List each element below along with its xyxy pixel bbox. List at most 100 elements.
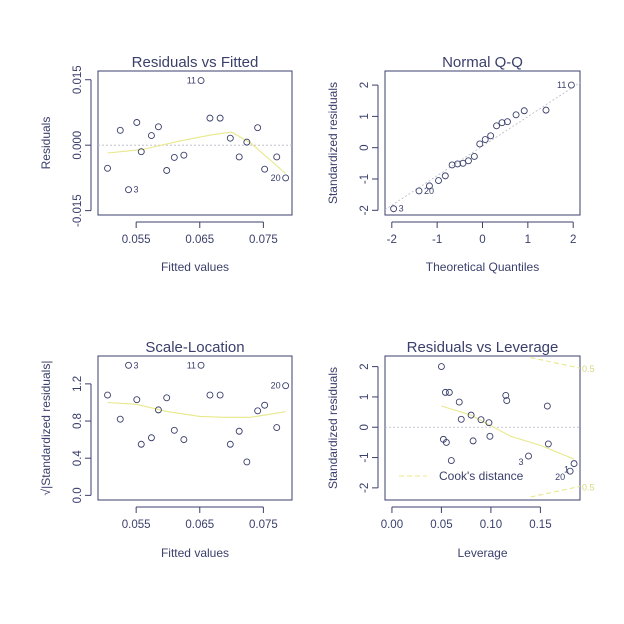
residuals-vs-fitted-x-axis-label: Fitted values	[161, 260, 229, 274]
scale-location-plot-frame	[97, 355, 293, 501]
residuals-vs-leverage-point	[457, 415, 465, 423]
scale-location-point	[282, 382, 290, 390]
normal-qq-point	[459, 159, 467, 167]
scale-location-y-tick-label: 1.2	[72, 376, 84, 392]
residuals-vs-fitted-smooth-line	[107, 131, 286, 174]
scale-location-title: Scale-Location	[145, 339, 244, 356]
normal-qq-qq-reference-line	[384, 82, 581, 211]
residuals-vs-leverage-point	[477, 416, 485, 424]
residuals-vs-leverage-title: Residuals vs Leverage	[407, 339, 559, 356]
residuals-vs-fitted-point	[282, 174, 290, 182]
normal-qq-plot-frame	[384, 70, 581, 216]
residuals-vs-fitted-point	[180, 151, 188, 159]
residuals-vs-fitted-x-tick-label: 0.065	[185, 234, 214, 246]
residuals-vs-leverage-point	[503, 397, 511, 405]
residuals-vs-leverage-y-axis-label: Standardized residuals	[326, 367, 340, 489]
scale-location-point	[154, 406, 162, 414]
normal-qq-point-label: 20	[424, 186, 434, 196]
normal-qq-y-tick-label: 2	[359, 82, 371, 88]
normal-qq-point	[476, 140, 484, 148]
residuals-vs-fitted-point	[226, 134, 234, 142]
normal-qq-point	[542, 106, 550, 114]
scale-location-point	[206, 391, 214, 399]
residuals-vs-leverage-point	[442, 438, 450, 446]
normal-qq-point	[464, 157, 472, 165]
residuals-vs-fitted-y-tick-label: -0.015	[72, 194, 84, 227]
normal-qq-point	[448, 161, 456, 169]
residuals-vs-leverage-cooks-distance-line	[530, 485, 581, 498]
residuals-vs-leverage-x-tick-label: 0.10	[480, 519, 502, 531]
normal-qq-x-tick-label: -2	[387, 234, 397, 246]
scale-location-panel: Scale-Location Fitted values √|Standardize…	[39, 339, 293, 560]
residuals-vs-leverage-point-label: 3	[519, 457, 524, 467]
normal-qq-y-axis-label: Standardized residuals	[326, 82, 340, 204]
residuals-vs-fitted-point-label: 11	[187, 76, 196, 86]
residuals-vs-leverage-point	[469, 437, 477, 445]
residuals-vs-fitted-point	[137, 148, 145, 156]
residuals-vs-fitted-point	[235, 153, 243, 161]
scale-location-y-axis-label: √|Standardized residuals|	[39, 361, 53, 496]
scale-location-point	[116, 415, 124, 423]
scale-location-point	[125, 361, 132, 369]
normal-qq-y-tick-label: -2	[359, 205, 371, 215]
residuals-vs-fitted-point	[206, 114, 214, 122]
scale-location-point	[197, 361, 205, 369]
residuals-vs-leverage-point	[437, 363, 445, 371]
normal-qq-point-label: 11	[557, 80, 566, 90]
scale-location-y-tick-label: 0.0	[72, 487, 84, 503]
residuals-vs-fitted-x-tick-label: 0.055	[122, 234, 151, 246]
residuals-vs-fitted-point	[125, 186, 132, 194]
residuals-vs-leverage-point	[570, 460, 578, 468]
normal-qq-point	[567, 81, 575, 89]
scale-location-x-tick-label: 0.065	[185, 519, 214, 531]
normal-qq-point	[498, 119, 506, 127]
residuals-vs-fitted-y-tick-label: 0.015	[72, 65, 84, 94]
residuals-vs-fitted-y-axis-label: Residuals	[39, 117, 53, 170]
scale-location-point	[170, 426, 178, 434]
residuals-vs-leverage-point	[445, 388, 453, 396]
residuals-vs-fitted-title: Residuals vs Fitted	[132, 54, 259, 71]
normal-qq-x-tick-label: 2	[570, 234, 576, 246]
residuals-vs-leverage-x-tick-label: 0.00	[381, 519, 403, 531]
residuals-vs-leverage-point	[447, 457, 455, 465]
normal-qq-point	[470, 153, 478, 160]
residuals-vs-leverage-point	[441, 388, 449, 396]
residuals-vs-leverage-cooks-distance-line	[530, 356, 581, 369]
scale-location-x-axis-label: Fitted values	[161, 546, 229, 560]
normal-qq-y-tick-label: 1	[359, 113, 371, 119]
residuals-vs-fitted-point	[163, 167, 171, 174]
scale-location-point	[104, 391, 111, 399]
normal-qq-x-tick-label: -1	[432, 234, 442, 246]
scale-location-point	[273, 424, 281, 431]
normal-qq-point	[487, 132, 495, 140]
residuals-vs-fitted-point-label: 20	[271, 173, 281, 183]
residuals-vs-leverage-cooks-contour-label: 0.5	[582, 364, 595, 374]
scale-location-point-label: 3	[134, 360, 139, 370]
normal-qq-x-axis-label: Theoretical Quantiles	[426, 260, 539, 274]
residuals-vs-fitted-point	[116, 126, 124, 134]
residuals-vs-fitted-point	[254, 124, 262, 132]
residuals-vs-fitted-point	[133, 119, 141, 126]
normal-qq-y-tick-label: 0	[359, 144, 371, 150]
scale-location-smooth-line	[107, 401, 286, 418]
scale-location-point	[226, 440, 234, 448]
scale-location-point	[133, 396, 141, 404]
residuals-vs-leverage-y-tick-label: 0	[359, 424, 371, 430]
residuals-vs-fitted-panel: Residuals vs Fitted Fitted values Residual…	[39, 54, 293, 274]
residuals-vs-leverage-x-axis-label: Leverage	[457, 546, 507, 560]
normal-qq-point	[503, 118, 511, 126]
normal-qq-point-label: 3	[399, 204, 404, 214]
scale-location-point	[163, 394, 171, 402]
residuals-vs-fitted-point	[170, 153, 178, 161]
normal-qq-point	[425, 182, 433, 190]
scale-location-x-tick-label: 0.075	[249, 519, 278, 531]
residuals-vs-fitted-point	[261, 165, 269, 173]
residuals-vs-leverage-point-label: 20	[555, 472, 565, 482]
scale-location-point	[235, 427, 243, 435]
residuals-vs-fitted-point	[243, 138, 251, 146]
scale-location-point-label: 11	[187, 360, 196, 370]
scale-location-y-tick-label: 0.4	[72, 450, 84, 467]
residuals-vs-leverage-smooth-line	[441, 405, 575, 460]
residuals-vs-leverage-point	[486, 432, 494, 440]
residuals-vs-leverage-plot-frame	[384, 355, 581, 501]
